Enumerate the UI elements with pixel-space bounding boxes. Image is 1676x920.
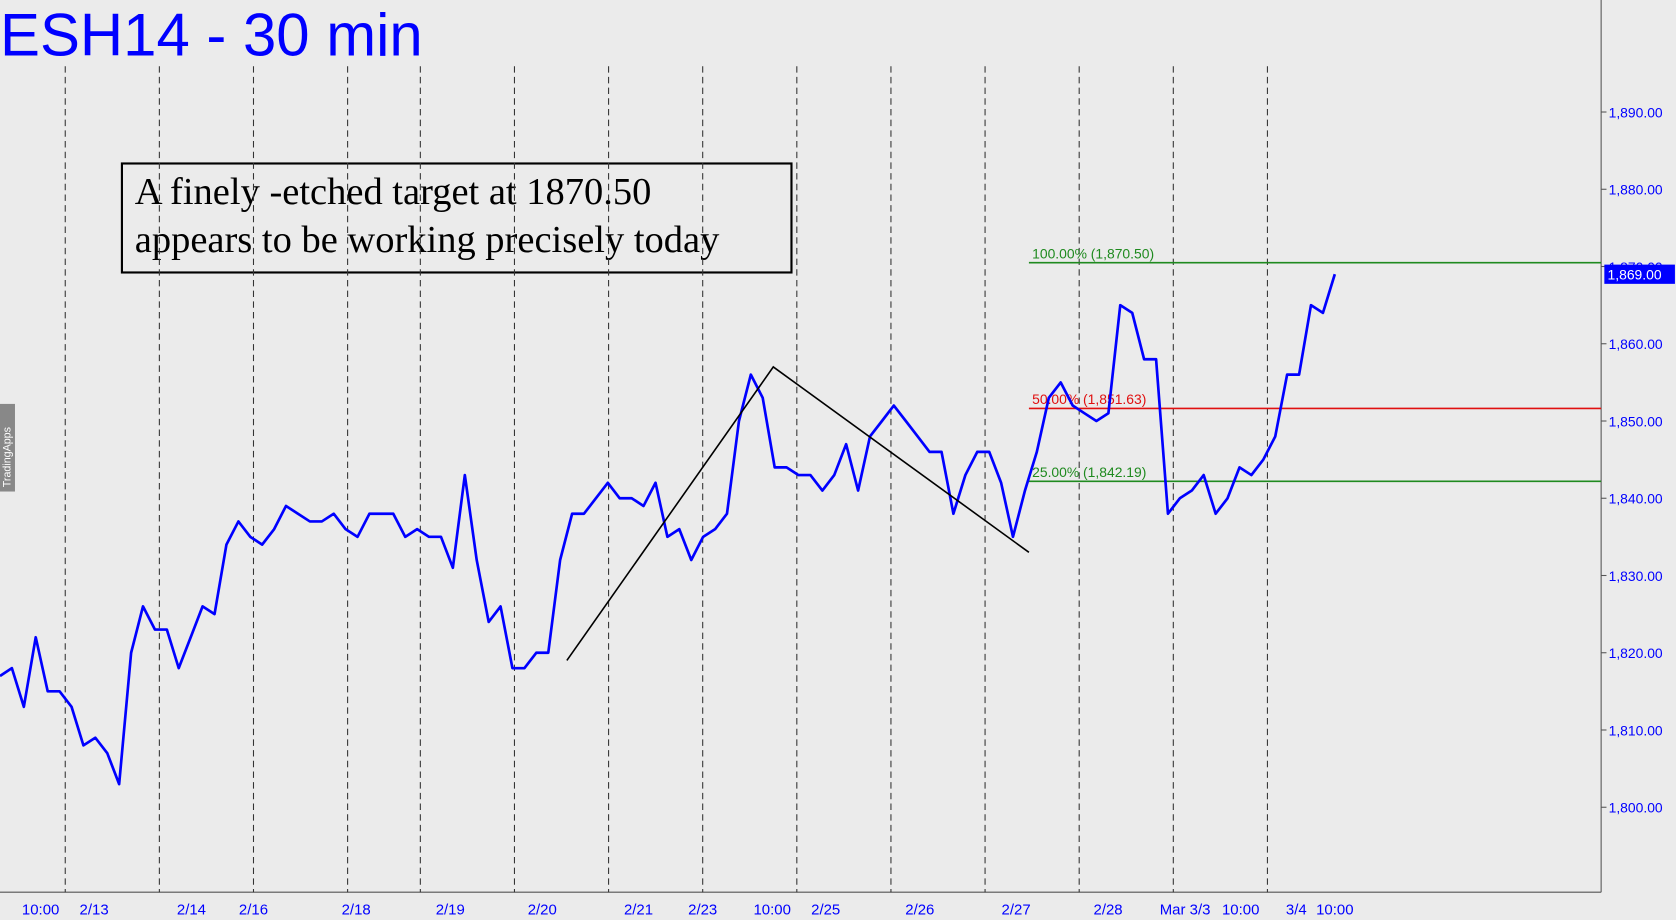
level-label: 50.00% (1,851.63) [1032, 391, 1146, 407]
x-tick-label: 2/27 [1002, 902, 1031, 919]
y-tick-label: 1,850.00 [1609, 413, 1663, 429]
x-tick-label: 2/23 [688, 902, 717, 919]
chart-title: ESH14 - 30 min [0, 2, 423, 69]
level-label: 25.00% (1,842.19) [1032, 464, 1146, 480]
x-tick-label: 2/28 [1094, 902, 1123, 919]
annotation-box [120, 162, 793, 274]
y-tick-label: 1,800.00 [1609, 800, 1663, 816]
y-tick-label: 1,890.00 [1609, 104, 1663, 120]
annotation-line: appears to be working precisely today [135, 219, 720, 261]
x-tick-label: 2/20 [528, 902, 557, 919]
x-tick-label: 10:00 [1316, 902, 1353, 919]
x-tick-label: 2/25 [811, 902, 840, 919]
x-tick-label: Mar 3/3 [1160, 902, 1211, 919]
x-tick-label: 2/21 [624, 902, 653, 919]
x-tick-label: 10:00 [22, 902, 59, 919]
y-tick-label: 1,830.00 [1609, 568, 1663, 584]
watermark-box [0, 403, 15, 492]
level-label: 100.00% (1,870.50) [1032, 245, 1154, 261]
x-tick-label: 2/14 [177, 902, 206, 919]
watermark: TradingApps [2, 427, 14, 487]
zigzag [566, 365, 1030, 661]
x-tick-label: 2/26 [905, 902, 934, 919]
x-tick-label: 2/16 [239, 902, 268, 919]
x-tick-label: 10:00 [1222, 902, 1259, 919]
y-tick-label: 1,810.00 [1609, 722, 1663, 738]
price-line [0, 273, 1337, 786]
y-tick-label: 1,820.00 [1609, 645, 1663, 661]
annotation-line: A finely -etched target at 1870.50 [135, 171, 652, 213]
x-tick-label: 10:00 [754, 902, 791, 919]
last-price-label: 1,869.00 [1608, 267, 1662, 283]
y-tick-label: 1,880.00 [1609, 182, 1663, 198]
x-tick-label: 3/4 [1286, 902, 1307, 919]
x-tick-label: 2/13 [80, 902, 109, 919]
x-tick-label: 2/19 [436, 902, 465, 919]
y-tick-label: 1,860.00 [1609, 336, 1663, 352]
x-tick-label: 2/18 [342, 902, 371, 919]
y-tick-label: 1,840.00 [1609, 491, 1663, 507]
last-price-tag [1604, 264, 1675, 284]
